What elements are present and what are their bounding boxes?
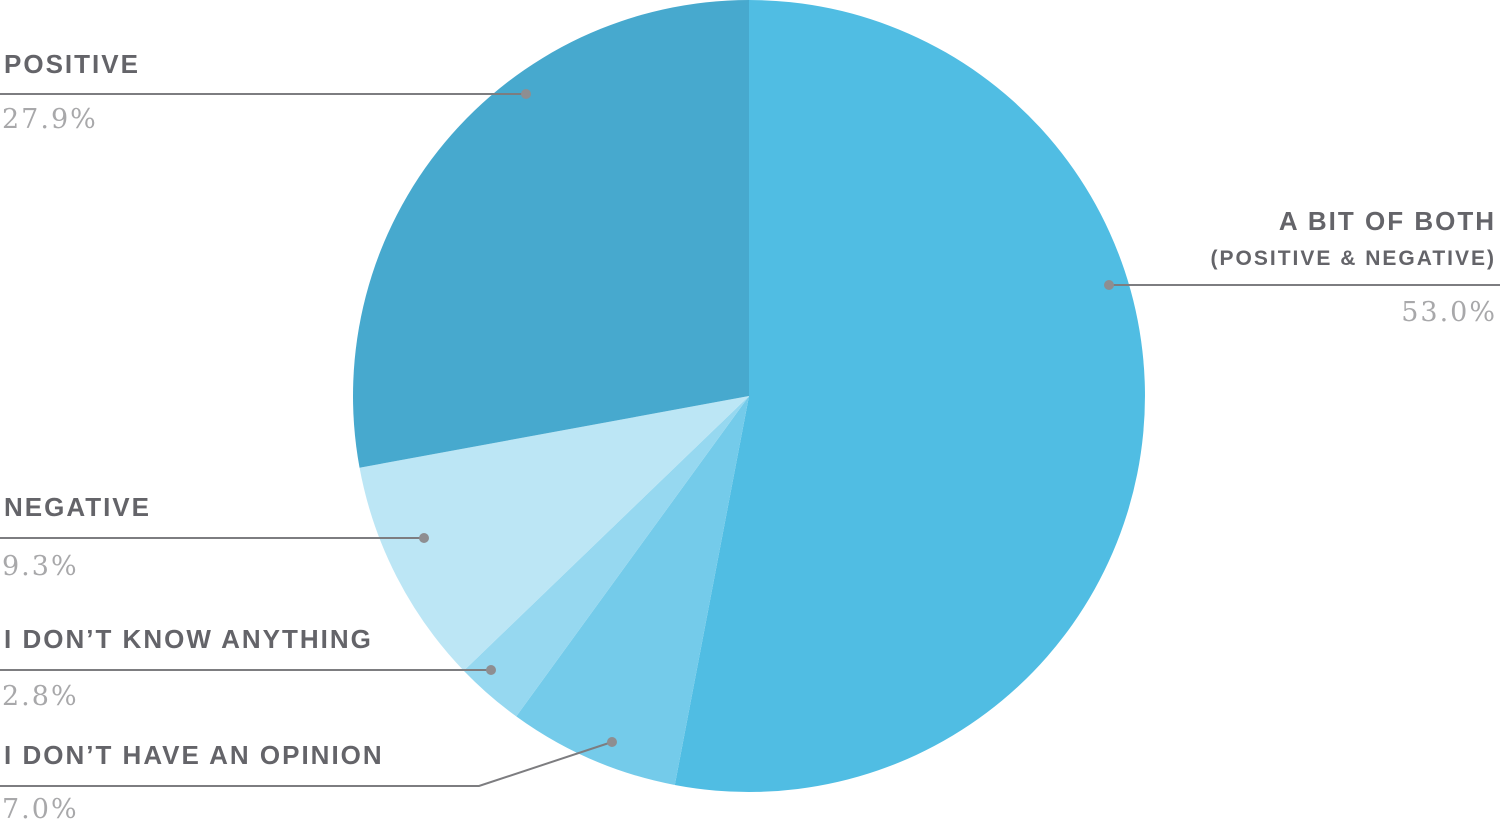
leader-dot-a-bit-of-both bbox=[1104, 280, 1114, 290]
pie-slices bbox=[353, 0, 1145, 792]
pie-slice-i-don-t-know-anything bbox=[463, 396, 749, 717]
slice-sublabel-a-bit-of-both: (POSITIVE & NEGATIVE) bbox=[1211, 247, 1496, 270]
slice-label-negative: NEGATIVE bbox=[4, 492, 151, 522]
slice-label-dont-know-anything: I DON’T KNOW ANYTHING bbox=[4, 624, 373, 654]
label-group-positive: POSITIVE 27.9% bbox=[0, 49, 531, 135]
label-group-dont-know-anything: I DON’T KNOW ANYTHING 2.8% bbox=[0, 624, 496, 712]
pie-slice-positive bbox=[353, 0, 749, 468]
leader-dot-dont-have-opinion bbox=[607, 737, 617, 747]
label-group-dont-have-opinion: I DON’T HAVE AN OPINION 7.0% bbox=[0, 737, 617, 825]
slice-value-negative: 9.3% bbox=[2, 551, 79, 582]
pie-slice-i-don-t-have-an-opinion bbox=[516, 396, 749, 785]
leader-dot-positive bbox=[521, 89, 531, 99]
pie-slice-negative bbox=[359, 396, 749, 671]
leader-line-dont-have-opinion bbox=[0, 741, 613, 787]
slice-value-dont-have-opinion: 7.0% bbox=[2, 794, 79, 825]
slice-label-a-bit-of-both: A BIT OF BOTH bbox=[1279, 206, 1496, 236]
leader-dot-dont-know-anything bbox=[486, 665, 496, 675]
slice-value-dont-know-anything: 2.8% bbox=[2, 681, 79, 712]
slice-label-positive: POSITIVE bbox=[4, 49, 140, 79]
slice-value-a-bit-of-both: 53.0% bbox=[1401, 297, 1497, 328]
slice-value-positive: 27.9% bbox=[2, 104, 98, 135]
label-group-a-bit-of-both: A BIT OF BOTH (POSITIVE & NEGATIVE) 53.0… bbox=[1104, 206, 1500, 328]
label-group-negative: NEGATIVE 9.3% bbox=[0, 492, 429, 582]
slice-label-dont-have-opinion: I DON’T HAVE AN OPINION bbox=[4, 740, 384, 770]
leader-dot-negative bbox=[419, 533, 429, 543]
pie-slice-a-bit-of-both bbox=[674, 0, 1145, 792]
